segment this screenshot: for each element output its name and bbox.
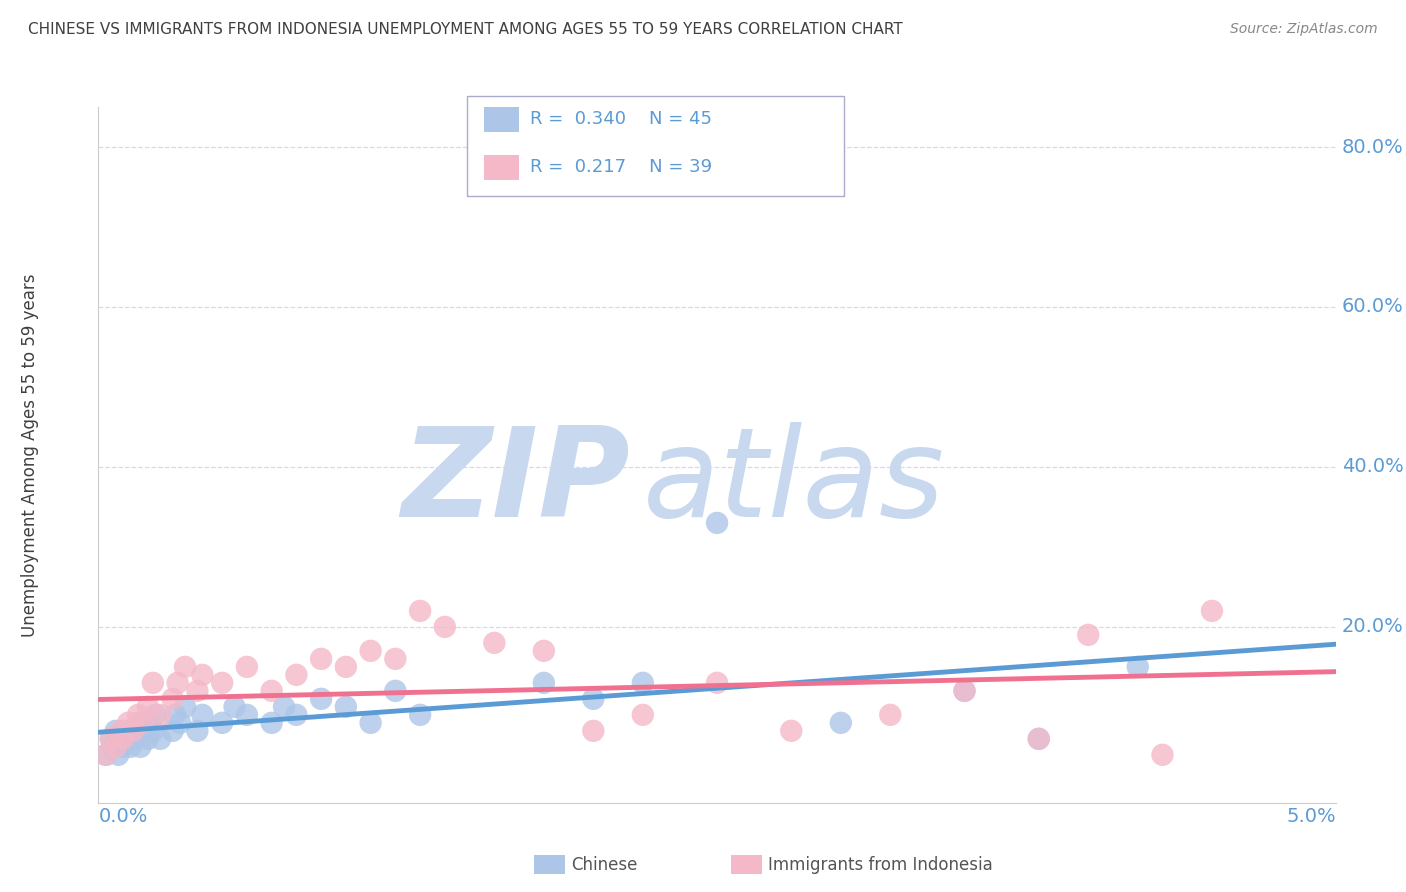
Point bbox=[1028, 731, 1050, 746]
Point bbox=[165, 707, 187, 722]
Point bbox=[706, 676, 728, 690]
Point bbox=[384, 683, 406, 698]
Point bbox=[149, 731, 172, 746]
Point bbox=[953, 683, 976, 698]
Point bbox=[309, 652, 332, 666]
Point bbox=[335, 660, 357, 674]
Text: 20.0%: 20.0% bbox=[1341, 617, 1403, 636]
Point bbox=[100, 731, 122, 746]
Point bbox=[117, 715, 139, 730]
Point bbox=[273, 699, 295, 714]
Text: 80.0%: 80.0% bbox=[1341, 137, 1403, 156]
Point bbox=[953, 683, 976, 698]
Text: atlas: atlas bbox=[643, 422, 945, 543]
Point bbox=[104, 739, 127, 754]
Point bbox=[142, 676, 165, 690]
Point bbox=[122, 723, 145, 738]
Point bbox=[142, 723, 165, 738]
Point bbox=[260, 715, 283, 730]
Text: CHINESE VS IMMIGRANTS FROM INDONESIA UNEMPLOYMENT AMONG AGES 55 TO 59 YEARS CORR: CHINESE VS IMMIGRANTS FROM INDONESIA UNE… bbox=[28, 22, 903, 37]
Point bbox=[174, 699, 197, 714]
Point bbox=[360, 715, 382, 730]
Point bbox=[582, 691, 605, 706]
Point bbox=[582, 723, 605, 738]
Text: 40.0%: 40.0% bbox=[1341, 458, 1403, 476]
Point bbox=[103, 739, 125, 754]
Point bbox=[533, 644, 555, 658]
Point bbox=[211, 676, 233, 690]
Point bbox=[409, 707, 432, 722]
Point bbox=[107, 747, 129, 762]
Text: R =  0.340    N = 45: R = 0.340 N = 45 bbox=[530, 111, 711, 128]
Point bbox=[191, 668, 214, 682]
Point bbox=[162, 723, 184, 738]
Point bbox=[166, 676, 188, 690]
Point bbox=[124, 731, 146, 746]
Point bbox=[127, 715, 149, 730]
Text: 0.0%: 0.0% bbox=[98, 806, 148, 826]
Text: Source: ZipAtlas.com: Source: ZipAtlas.com bbox=[1230, 22, 1378, 37]
Point bbox=[309, 691, 332, 706]
Point bbox=[384, 652, 406, 666]
Point bbox=[191, 707, 214, 722]
Point bbox=[162, 691, 184, 706]
Text: 5.0%: 5.0% bbox=[1286, 806, 1336, 826]
Point bbox=[112, 731, 135, 746]
Point bbox=[285, 707, 308, 722]
Point bbox=[236, 707, 259, 722]
Text: ZIP: ZIP bbox=[402, 422, 630, 543]
Text: 60.0%: 60.0% bbox=[1341, 297, 1403, 317]
Point bbox=[139, 715, 162, 730]
Point bbox=[260, 683, 283, 698]
Point bbox=[1152, 747, 1174, 762]
Point bbox=[114, 723, 136, 738]
Point bbox=[335, 699, 357, 714]
Point bbox=[360, 644, 382, 658]
Point bbox=[110, 731, 132, 746]
Text: Unemployment Among Ages 55 to 59 years: Unemployment Among Ages 55 to 59 years bbox=[21, 273, 39, 637]
Point bbox=[1126, 660, 1149, 674]
Text: Chinese: Chinese bbox=[571, 856, 637, 874]
Point bbox=[211, 715, 233, 730]
Point bbox=[143, 707, 166, 722]
Point bbox=[236, 660, 259, 674]
Point bbox=[484, 636, 506, 650]
Point bbox=[136, 699, 159, 714]
Point bbox=[112, 739, 135, 754]
Point bbox=[132, 723, 155, 738]
Text: Immigrants from Indonesia: Immigrants from Indonesia bbox=[768, 856, 993, 874]
Point bbox=[830, 715, 852, 730]
Point bbox=[1077, 628, 1099, 642]
Point bbox=[533, 676, 555, 690]
Point bbox=[120, 739, 142, 754]
Point bbox=[186, 723, 208, 738]
Point bbox=[409, 604, 432, 618]
Point bbox=[132, 715, 155, 730]
Point bbox=[110, 723, 132, 738]
Point bbox=[706, 516, 728, 530]
Point bbox=[94, 747, 117, 762]
Point bbox=[879, 707, 901, 722]
Point bbox=[100, 731, 122, 746]
Point bbox=[433, 620, 456, 634]
Point bbox=[149, 707, 172, 722]
Point bbox=[285, 668, 308, 682]
Point bbox=[136, 731, 159, 746]
Point bbox=[224, 699, 246, 714]
Point bbox=[127, 707, 149, 722]
Point bbox=[174, 660, 197, 674]
Point bbox=[1201, 604, 1223, 618]
Point bbox=[94, 747, 117, 762]
Point bbox=[122, 723, 145, 738]
Text: R =  0.217    N = 39: R = 0.217 N = 39 bbox=[530, 158, 713, 176]
Point bbox=[631, 676, 654, 690]
Point bbox=[1028, 731, 1050, 746]
Point bbox=[129, 739, 152, 754]
Point bbox=[186, 683, 208, 698]
Point bbox=[117, 731, 139, 746]
Point bbox=[780, 723, 803, 738]
Point bbox=[169, 715, 191, 730]
Point bbox=[631, 707, 654, 722]
Point bbox=[104, 723, 127, 738]
